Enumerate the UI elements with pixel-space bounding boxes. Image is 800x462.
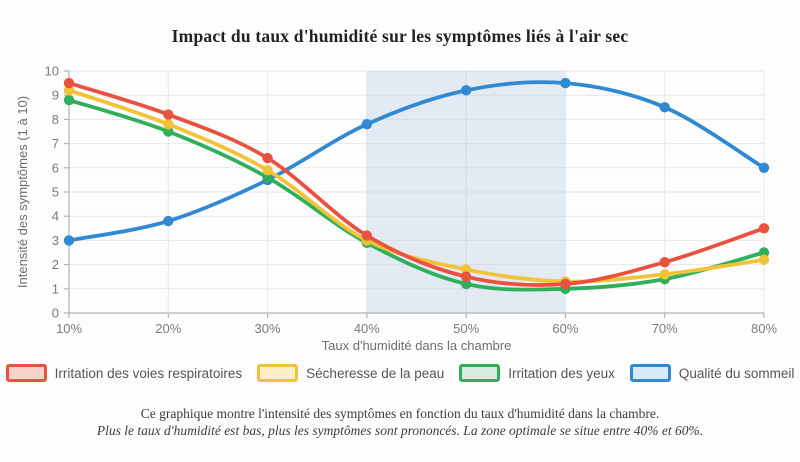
y-tick-label: 3 (52, 233, 59, 248)
data-point[interactable] (659, 256, 670, 268)
data-point[interactable] (262, 165, 273, 176)
legend-item[interactable]: Sécheresse de la peau (257, 364, 444, 382)
data-point[interactable] (63, 235, 75, 246)
x-tick-label: 30% (255, 321, 281, 336)
data-point[interactable] (361, 119, 373, 130)
chart-legend: Irritation des voies respiratoires Sécher… (0, 362, 800, 384)
legend-item-label: Irritation des voies respiratoires (54, 365, 243, 381)
data-point[interactable] (63, 85, 75, 96)
legend-item-label: Sécheresse de la peau (306, 365, 445, 381)
legend-item-label: Qualité du sommeil (678, 365, 795, 381)
data-point[interactable] (460, 271, 472, 282)
legend-item[interactable]: Irritation des voies respiratoires (5, 364, 243, 382)
data-point[interactable] (758, 254, 770, 265)
data-point[interactable] (460, 278, 472, 290)
y-tick-label: 2 (52, 257, 59, 272)
data-point[interactable] (163, 109, 174, 120)
legend-item-label: Irritation des yeux (508, 365, 615, 381)
x-tick-label: 50% (453, 321, 479, 336)
data-point[interactable] (63, 77, 75, 89)
x-tick-label: 20% (155, 321, 181, 336)
data-point[interactable] (659, 269, 670, 280)
legend-item[interactable]: Irritation des yeux (459, 364, 615, 382)
y-tick-label: 1 (52, 281, 59, 296)
legend-swatch-icon (459, 364, 501, 382)
line-chart: 0 1 2 3 4 5 6 7 8 9 10 10% 20% 30% 40% 50% 60% 70% 80% Taux… (15, 64, 777, 354)
data-point[interactable] (659, 102, 670, 113)
y-tick-label: 0 (52, 306, 59, 321)
x-tick-label: 60% (552, 321, 578, 336)
data-point[interactable] (262, 172, 273, 183)
y-tick-label: 5 (52, 185, 59, 200)
y-tick-label: 4 (52, 209, 59, 224)
series-line (67, 81, 766, 287)
data-point[interactable] (163, 119, 174, 130)
data-point[interactable] (758, 247, 770, 258)
data-point[interactable] (560, 278, 571, 290)
data-point[interactable] (63, 94, 75, 106)
data-point[interactable] (262, 152, 273, 164)
legend-swatch-icon (5, 364, 47, 382)
legend-swatch-icon (257, 364, 299, 382)
x-tick-label: 80% (751, 321, 777, 336)
y-tick-label: 9 (52, 88, 59, 103)
data-point[interactable] (460, 264, 472, 275)
y-axis-title: Intensité des symptômes (1 à 10) (15, 96, 30, 288)
legend-swatch-icon (629, 364, 671, 382)
x-tick-label: 70% (652, 321, 678, 336)
data-point[interactable] (758, 223, 770, 234)
x-tick-label: 10% (56, 321, 82, 336)
y-tick-label: 6 (52, 160, 59, 175)
data-point[interactable] (460, 85, 472, 96)
series-line (67, 80, 766, 243)
x-tick-label: 40% (354, 321, 380, 336)
y-tick-label: 10 (45, 64, 59, 79)
x-axis-title: Taux d'humidité dans la chambre (322, 338, 512, 353)
data-point[interactable] (163, 126, 174, 137)
series-line (67, 98, 766, 292)
data-point[interactable] (758, 162, 770, 173)
chart-title: Impact du taux d'humidité sur les symptô… (171, 26, 629, 46)
footer-caption: Ce graphique montre l'intensité des symp… (140, 406, 660, 421)
y-tick-label: 8 (52, 112, 59, 127)
data-point[interactable] (163, 215, 174, 227)
data-point[interactable] (560, 77, 571, 89)
data-point[interactable] (361, 230, 373, 241)
chart-footer: Ce graphique montre l'intensité des symp… (0, 405, 800, 439)
footer-note: Plus le taux d'humidité est bas, plus le… (96, 423, 704, 438)
legend-item[interactable]: Qualité du sommeil (629, 364, 795, 382)
y-tick-label: 7 (52, 136, 59, 151)
